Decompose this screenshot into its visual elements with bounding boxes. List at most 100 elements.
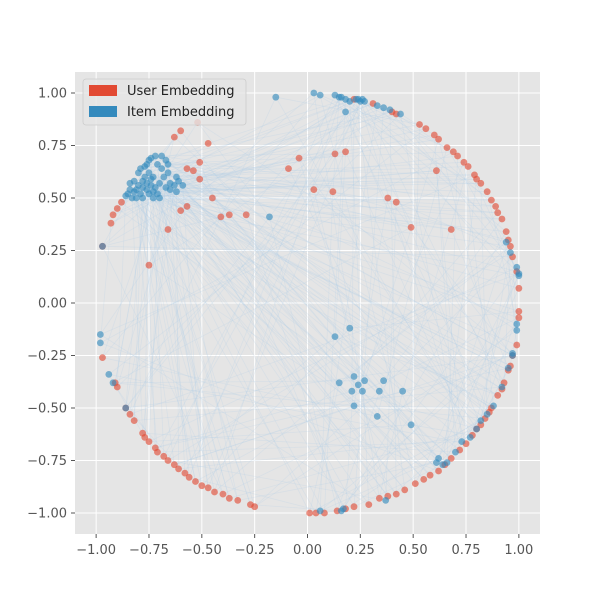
link-line xyxy=(176,191,498,396)
link-line xyxy=(180,210,519,277)
link-line xyxy=(411,424,473,436)
user-point xyxy=(310,186,318,194)
item-point xyxy=(458,438,466,445)
link-line xyxy=(152,191,215,493)
link-line xyxy=(220,216,340,384)
item-point xyxy=(477,417,485,424)
link-line xyxy=(138,172,517,272)
y-tick-label: 0.50 xyxy=(38,192,67,207)
link-line xyxy=(112,382,165,457)
user-point xyxy=(185,473,193,481)
legend-swatch-item xyxy=(89,106,117,117)
link-line xyxy=(163,176,416,484)
link-line xyxy=(269,216,502,220)
user-point xyxy=(217,213,225,221)
link-line xyxy=(383,107,496,207)
user-point xyxy=(435,467,442,475)
user-point xyxy=(151,444,159,452)
link-line xyxy=(353,212,499,377)
user-point xyxy=(365,501,373,508)
link-line xyxy=(142,432,456,453)
link-line xyxy=(364,139,439,381)
item-point xyxy=(473,425,480,433)
link-line xyxy=(334,151,346,337)
link-line xyxy=(444,273,520,465)
link-line xyxy=(345,103,374,113)
user-point xyxy=(196,158,204,166)
link-line xyxy=(169,189,503,390)
item-point xyxy=(350,402,358,410)
user-point xyxy=(447,226,455,233)
link-line xyxy=(193,170,355,377)
user-point xyxy=(494,392,502,399)
link-line xyxy=(377,416,446,466)
link-line xyxy=(134,386,502,421)
link-line xyxy=(138,143,209,174)
user-point xyxy=(443,144,451,152)
user-point xyxy=(126,410,134,418)
link-line xyxy=(332,191,507,243)
user-point xyxy=(183,203,191,210)
link-line xyxy=(142,180,477,430)
link-line xyxy=(176,191,179,469)
item-point xyxy=(373,413,381,420)
item-point xyxy=(509,350,516,357)
link-line xyxy=(319,191,334,511)
link-line xyxy=(142,187,519,312)
user-point xyxy=(401,486,409,494)
link-line xyxy=(138,185,509,371)
link-line xyxy=(180,92,315,211)
link-line xyxy=(148,264,448,463)
item-point xyxy=(346,324,354,332)
link-line xyxy=(336,323,518,512)
link-line xyxy=(214,241,507,493)
link-line xyxy=(161,155,496,207)
link-line xyxy=(503,252,511,383)
link-line xyxy=(136,197,498,396)
link-line xyxy=(155,367,509,449)
link-line xyxy=(146,183,310,514)
link-line xyxy=(167,229,494,407)
item-point xyxy=(350,373,358,380)
user-point xyxy=(420,476,428,483)
x-tick-label: −0.75 xyxy=(129,543,169,558)
user-point xyxy=(160,452,168,460)
link-line xyxy=(334,94,490,413)
link-line xyxy=(153,191,517,346)
link-line xyxy=(108,128,427,375)
link-line xyxy=(117,208,365,382)
x-tick-label: 0.25 xyxy=(346,543,375,558)
item-point xyxy=(132,186,140,194)
link-line xyxy=(195,390,363,482)
item-point xyxy=(310,89,318,97)
link-line xyxy=(410,124,420,425)
link-line xyxy=(313,92,488,193)
item-point xyxy=(346,98,354,105)
link-line xyxy=(250,504,342,512)
user-point xyxy=(498,215,506,223)
link-line xyxy=(125,195,431,476)
link-line xyxy=(353,107,384,507)
user-point xyxy=(392,490,400,498)
link-line xyxy=(433,134,456,453)
link-line xyxy=(112,195,127,216)
link-line xyxy=(376,105,509,241)
item-point xyxy=(373,102,381,109)
item-point xyxy=(96,339,104,347)
user-point xyxy=(454,152,461,160)
item-point xyxy=(348,387,356,395)
x-tick-label: −1.00 xyxy=(76,543,116,558)
user-point xyxy=(392,198,400,206)
link-line xyxy=(169,182,486,419)
link-line xyxy=(167,229,359,386)
link-line xyxy=(102,94,321,358)
link-line xyxy=(334,99,363,155)
item-point xyxy=(380,104,387,112)
link-line xyxy=(136,189,492,409)
user-point xyxy=(170,133,178,141)
item-point xyxy=(361,377,368,385)
link-line xyxy=(176,170,437,193)
user-point xyxy=(183,165,191,173)
y-tick-label: −0.50 xyxy=(27,402,67,417)
link-line xyxy=(174,103,374,186)
